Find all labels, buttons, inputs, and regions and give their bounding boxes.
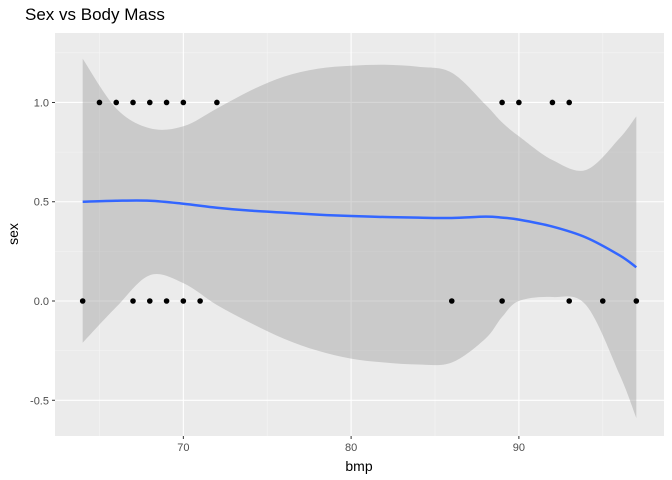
data-point [163,99,170,106]
data-point [163,298,170,304]
data-point [566,99,573,106]
confidence-band [82,58,637,419]
x-axis: 70 80 90 [177,436,525,454]
data-point [499,298,505,304]
data-point [197,298,203,304]
minor-gridlines [55,33,664,436]
x-axis-title: bmp [345,458,372,474]
data-point [549,99,556,106]
y-tick-label: 0.5 [34,197,49,209]
data-point [180,99,187,106]
x-tick-label: 80 [345,442,357,454]
data-point [516,99,522,106]
data-point [146,298,153,304]
data-point [96,99,103,106]
data-point [499,99,505,106]
data-point [130,99,136,106]
data-point [180,298,187,304]
plot-panel [55,33,664,436]
data-point [566,298,573,304]
y-tick-label: 1.0 [34,97,49,109]
y-tick-label: 0.0 [34,296,49,308]
x-tick-label: 90 [513,442,525,454]
data-point [130,298,136,304]
data-point [146,99,153,106]
data-point [113,99,120,106]
data-points [79,99,640,304]
data-point [79,298,86,304]
y-axis-title: sex [5,223,21,245]
data-point [633,298,640,304]
data-point [448,298,455,304]
chart-title: Sex vs Body Mass [25,5,165,24]
data-point [214,99,220,106]
y-tick-label: -0.5 [30,395,49,407]
data-point [599,298,606,304]
x-tick-label: 70 [177,442,189,454]
y-axis: -0.5 0.0 0.5 1.0 [30,97,55,407]
smooth-line [82,199,638,269]
